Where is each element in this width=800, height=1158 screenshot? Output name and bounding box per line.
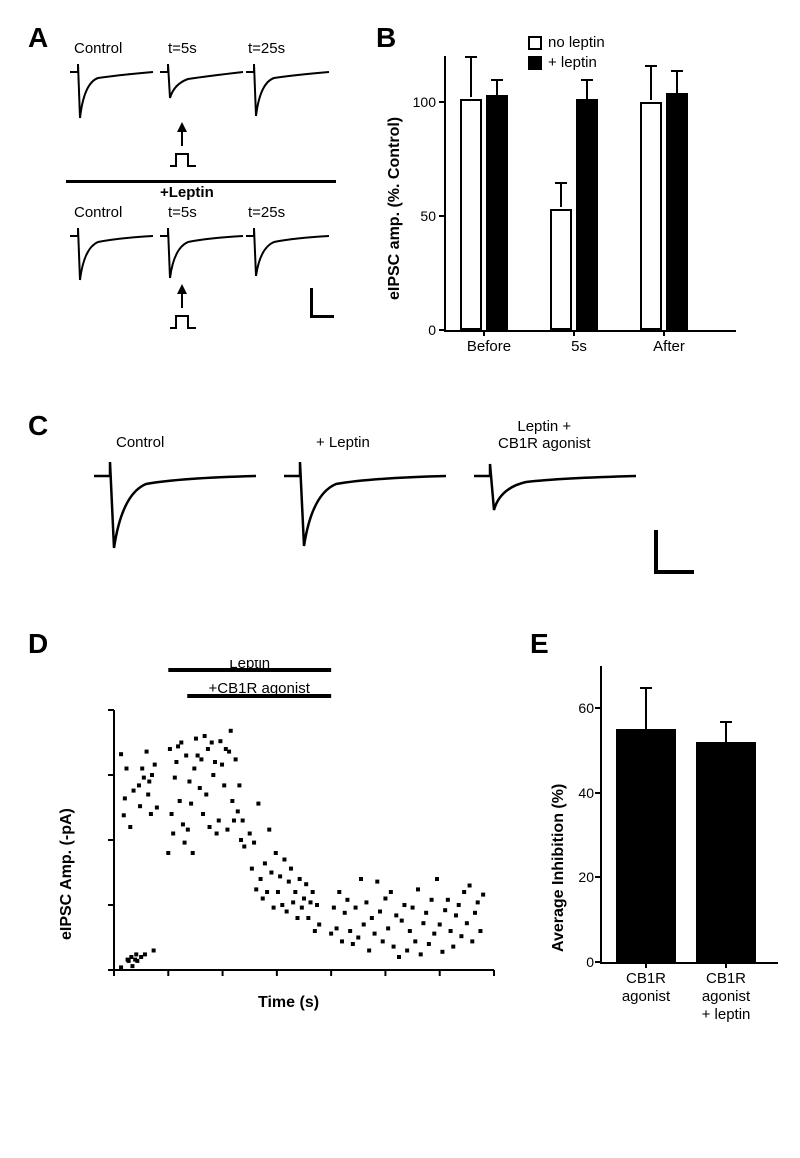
panel-c-label: C <box>28 410 48 442</box>
trace-label: t=5s <box>168 204 197 221</box>
bar-no-leptin <box>550 209 572 330</box>
ytick-label: 40 <box>566 785 594 801</box>
svg-text:1200: 1200 <box>425 978 454 980</box>
svg-text:800: 800 <box>320 978 342 980</box>
trace-label: Control <box>74 204 122 221</box>
eipsc-trace <box>244 220 334 295</box>
trace-label: t=25s <box>248 204 285 221</box>
svg-text:1000: 1000 <box>371 978 400 980</box>
trace-label: Leptin + CB1R agonist <box>498 418 591 452</box>
xtick-label: Before <box>454 338 524 355</box>
svg-text:1400: 1400 <box>480 978 504 980</box>
bar-leptin <box>486 95 508 330</box>
trace-label: t=5s <box>168 40 197 57</box>
bar-no-leptin <box>640 102 662 330</box>
panel-e-label: E <box>530 628 549 660</box>
figure-root: A Control t=5s t=25s +Leptin Control t=5… <box>20 20 780 1138</box>
trace-label: + Leptin <box>316 434 370 451</box>
eipsc-trace <box>280 452 450 562</box>
eipsc-trace <box>90 452 260 562</box>
svg-text:600: 600 <box>266 978 288 980</box>
ytick-label: 50 <box>404 208 436 224</box>
xtick-label: 5s <box>544 338 614 355</box>
leptin-label: +Leptin <box>160 184 214 201</box>
legend-swatch-white <box>528 36 542 50</box>
svg-text:Leptin: Leptin <box>229 660 270 672</box>
panel-b-label: B <box>376 22 396 54</box>
bar <box>616 729 676 962</box>
trace-label: Control <box>74 40 122 57</box>
panel-b-chart: 050100Before5sAfter <box>444 56 736 332</box>
ytick-label: 0 <box>566 954 594 970</box>
trace-label: Control <box>116 434 164 451</box>
ytick-label: 60 <box>566 700 594 716</box>
ytick-label: 100 <box>404 94 436 110</box>
eipsc-trace <box>244 58 334 133</box>
svg-text:200: 200 <box>157 978 179 980</box>
svg-text:+CB1R agonist: +CB1R agonist <box>209 680 311 697</box>
depol-pulse-icon <box>168 120 208 170</box>
trace-label: t=25s <box>248 40 285 57</box>
bar-no-leptin <box>460 99 482 330</box>
xtick-label: CB1R agonist + leptin <box>688 970 764 1024</box>
bar <box>696 742 756 962</box>
panel-e-ylabel: Average Inhibition (%) <box>550 784 568 952</box>
panel-d-ylabel: eIPSC Amp. (-pA) <box>58 808 76 940</box>
xtick-label: CB1R agonist <box>608 970 684 1006</box>
ytick-label: 0 <box>404 322 436 338</box>
xtick-label: After <box>634 338 704 355</box>
eipsc-trace <box>68 220 158 295</box>
panel-b-ylabel: eIPSC amp. (%. Control) <box>386 117 404 300</box>
panel-e-chart: 0204060CB1R agonistCB1R agonist + leptin <box>600 666 778 964</box>
svg-text:0: 0 <box>110 978 117 980</box>
panel-d-label: D <box>28 628 48 660</box>
leptin-bar <box>66 180 336 183</box>
eipsc-trace <box>68 58 158 133</box>
panel-a-label: A <box>28 22 48 54</box>
eipsc-trace <box>470 452 640 562</box>
ytick-label: 20 <box>566 869 594 885</box>
svg-text:400: 400 <box>212 978 234 980</box>
panel-d-xlabel: Time (s) <box>258 994 319 1012</box>
legend-label: no leptin <box>548 34 605 51</box>
bar-leptin <box>576 99 598 330</box>
depol-pulse-icon <box>168 282 208 332</box>
panel-d-chart: 0501001502000200400600800100012001400Lep… <box>104 660 504 985</box>
bar-leptin <box>666 93 688 330</box>
